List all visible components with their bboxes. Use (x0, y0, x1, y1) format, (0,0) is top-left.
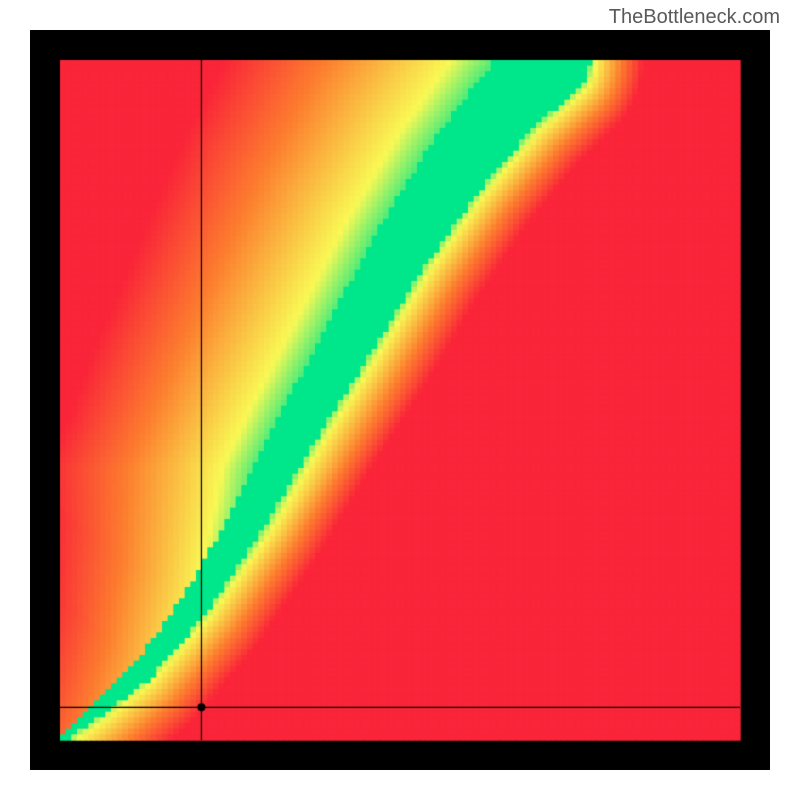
bottleneck-heatmap (30, 30, 770, 770)
watermark-text: TheBottleneck.com (609, 6, 780, 29)
